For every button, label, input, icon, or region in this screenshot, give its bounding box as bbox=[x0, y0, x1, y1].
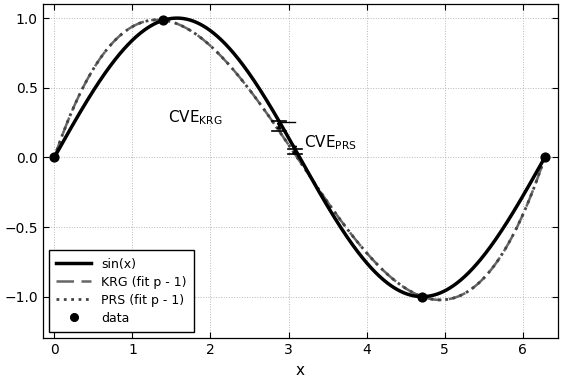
PRS (fit p - 1) bbox=[51, 155, 58, 160]
KRG (fit p - 1) bbox=[541, 155, 548, 160]
sin(x) bbox=[174, 16, 180, 20]
PRS (fit p - 1) bbox=[178, 23, 185, 28]
PRS (fit p - 1) bbox=[341, 223, 347, 227]
KRG (fit p - 1) bbox=[154, 18, 161, 22]
sin(x) bbox=[541, 155, 548, 160]
PRS (fit p - 1) bbox=[138, 20, 144, 25]
PRS (fit p - 1) bbox=[541, 155, 548, 160]
sin(x) bbox=[341, 230, 347, 235]
sin(x) bbox=[419, 295, 425, 299]
KRG (fit p - 1) bbox=[421, 295, 428, 300]
X-axis label: x: x bbox=[296, 363, 305, 378]
Text: CVE$_{\mathregular{KRG}}$: CVE$_{\mathregular{KRG}}$ bbox=[168, 108, 223, 127]
PRS (fit p - 1) bbox=[379, 267, 386, 272]
sin(x) bbox=[274, 115, 280, 120]
sin(x) bbox=[178, 16, 185, 21]
KRG (fit p - 1) bbox=[437, 298, 443, 302]
Point bbox=[540, 154, 549, 160]
sin(x) bbox=[51, 155, 58, 160]
Point bbox=[50, 154, 59, 160]
KRG (fit p - 1) bbox=[274, 126, 280, 130]
sin(x) bbox=[422, 294, 429, 299]
Line: PRS (fit p - 1): PRS (fit p - 1) bbox=[55, 20, 545, 300]
Line: sin(x): sin(x) bbox=[55, 18, 545, 297]
KRG (fit p - 1) bbox=[178, 23, 185, 28]
PRS (fit p - 1) bbox=[154, 18, 161, 22]
PRS (fit p - 1) bbox=[437, 298, 443, 302]
KRG (fit p - 1) bbox=[379, 267, 386, 272]
KRG (fit p - 1) bbox=[51, 155, 58, 160]
KRG (fit p - 1) bbox=[341, 223, 347, 227]
Point bbox=[159, 17, 168, 23]
PRS (fit p - 1) bbox=[421, 295, 428, 300]
Point bbox=[418, 294, 427, 300]
Text: CVE$_{\mathregular{PRS}}$: CVE$_{\mathregular{PRS}}$ bbox=[304, 134, 357, 152]
Legend: sin(x), KRG (fit p - 1), PRS (fit p - 1), data: sin(x), KRG (fit p - 1), PRS (fit p - 1)… bbox=[49, 250, 194, 332]
sin(x) bbox=[379, 277, 386, 282]
Line: KRG (fit p - 1): KRG (fit p - 1) bbox=[55, 20, 545, 300]
sin(x) bbox=[138, 30, 144, 35]
KRG (fit p - 1) bbox=[138, 20, 144, 25]
PRS (fit p - 1) bbox=[274, 126, 280, 130]
